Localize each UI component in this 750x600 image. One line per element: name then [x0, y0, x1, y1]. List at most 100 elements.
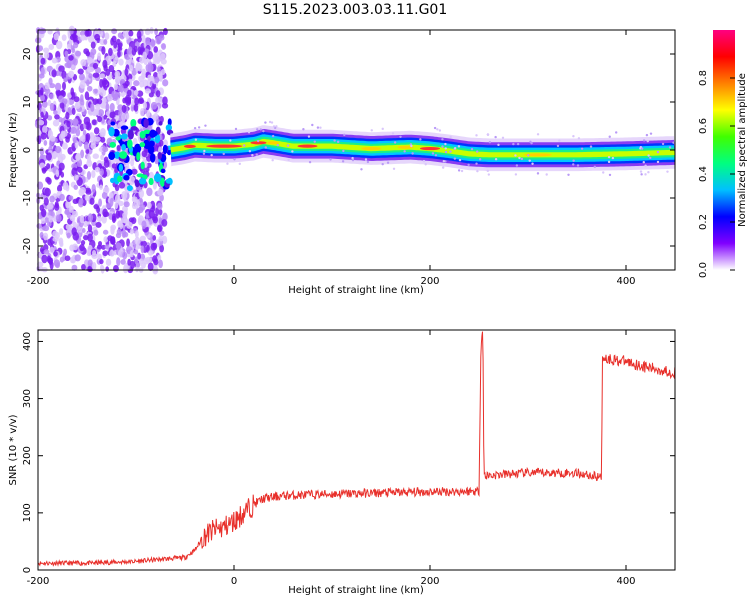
noise-speckle	[42, 225, 50, 232]
noise-speckle	[59, 228, 64, 235]
ridge-scatter	[576, 164, 580, 167]
noise-speckle	[134, 256, 139, 265]
ridge-scatter	[457, 169, 461, 172]
ridge-scatter	[602, 171, 605, 174]
noise-speckle	[49, 135, 56, 142]
ridge-scatter	[202, 152, 206, 155]
ridge-scatter	[336, 140, 340, 144]
noise-speckle	[79, 215, 85, 224]
noise-speckle	[117, 50, 121, 58]
noise-speckle	[101, 77, 108, 86]
noise-speckle	[92, 250, 97, 256]
spectrogram-x-tick-label: -200	[27, 276, 50, 287]
ridge-scatter	[302, 128, 305, 131]
noise-speckle	[85, 79, 90, 87]
noise-speckle	[90, 142, 97, 150]
noise-speckle	[129, 64, 134, 72]
spectral-blob	[167, 118, 172, 126]
ridge-scatter	[639, 147, 642, 150]
noise-speckle	[85, 50, 91, 57]
spectral-blob	[139, 130, 146, 139]
colorbar: 0.0 0.2 0.4 0.6 0.8 Normalized spectral ampl…	[698, 30, 748, 278]
colorbar-tick-label: 0.6	[698, 118, 709, 134]
ridge-scatter	[441, 145, 444, 148]
ridge-scatter	[453, 157, 457, 160]
ridge-scatter	[453, 146, 457, 150]
ridge-scatter	[642, 161, 645, 164]
ridge-peak	[420, 146, 440, 151]
noise-speckle	[142, 51, 147, 60]
noise-speckle	[62, 81, 66, 91]
noise-speckle	[122, 97, 127, 104]
noise-speckle	[147, 202, 152, 209]
noise-speckle	[134, 236, 141, 245]
ridge-scatter	[255, 153, 258, 156]
noise-speckle	[86, 159, 93, 168]
ridge-scatter	[287, 158, 290, 162]
ridge-scatter	[475, 134, 478, 137]
noise-speckle	[105, 258, 112, 266]
noise-speckle	[108, 213, 114, 220]
ridge-scatter	[536, 172, 540, 175]
noise-speckle	[101, 215, 107, 224]
noise-speckle	[87, 213, 94, 222]
noise-speckle	[72, 243, 79, 251]
ridge-scatter	[251, 154, 254, 157]
ridge-scatter	[270, 121, 274, 124]
noise-speckle	[78, 188, 84, 196]
snr-y-tick-label: 0	[22, 567, 33, 573]
spectral-blob	[149, 153, 156, 163]
ridge-scatter	[392, 167, 396, 170]
noise-speckle	[49, 102, 55, 112]
noise-speckle	[41, 254, 48, 264]
noise-speckle	[97, 52, 102, 61]
noise-speckle	[159, 194, 164, 202]
ridge-scatter	[442, 159, 446, 163]
ridge-scatter	[444, 142, 447, 146]
noise-speckle	[150, 75, 155, 82]
noise-speckle	[49, 93, 54, 100]
noise-speckle	[81, 227, 86, 234]
noise-speckle	[118, 42, 123, 48]
spectral-blob	[134, 143, 142, 154]
noise-speckle	[155, 96, 162, 105]
noise-speckle	[121, 104, 127, 113]
ridge-scatter	[271, 134, 275, 138]
noise-speckle	[60, 130, 66, 140]
ridge-scatter	[399, 135, 402, 138]
noise-speckle	[47, 221, 52, 227]
ridge-scatter	[364, 158, 368, 161]
noise-speckle	[99, 258, 104, 265]
ridge-scatter	[342, 149, 345, 153]
ridge-scatter	[272, 125, 276, 128]
noise-speckle	[48, 83, 56, 89]
ridge-scatter	[381, 127, 384, 131]
noise-speckle	[79, 243, 85, 252]
noise-speckle	[99, 131, 106, 138]
spectral-blob	[116, 175, 123, 183]
noise-speckle	[80, 240, 86, 246]
spectral-blob	[138, 177, 147, 185]
noise-speckle	[57, 106, 61, 115]
noise-speckle	[154, 28, 158, 36]
noise-speckle	[92, 72, 100, 78]
noise-speckle	[132, 137, 138, 146]
noise-speckle	[114, 194, 121, 204]
noise-speckle	[87, 224, 93, 233]
ridge-scatter	[607, 160, 611, 164]
ridge-scatter	[238, 162, 242, 166]
ridge-scatter	[514, 173, 518, 176]
noise-speckle	[150, 39, 156, 46]
noise-speckle	[111, 90, 118, 99]
noise-speckle	[92, 153, 100, 159]
noise-speckle	[68, 195, 74, 201]
noise-speckle	[46, 163, 51, 170]
noise-speckle	[162, 212, 168, 221]
spectral-blob	[153, 173, 162, 183]
noise-speckle	[94, 88, 98, 94]
noise-speckle	[117, 220, 123, 228]
spectral-blob	[110, 121, 116, 126]
ridge-scatter	[366, 160, 370, 164]
noise-speckle	[160, 58, 167, 65]
noise-speckle	[66, 92, 72, 99]
